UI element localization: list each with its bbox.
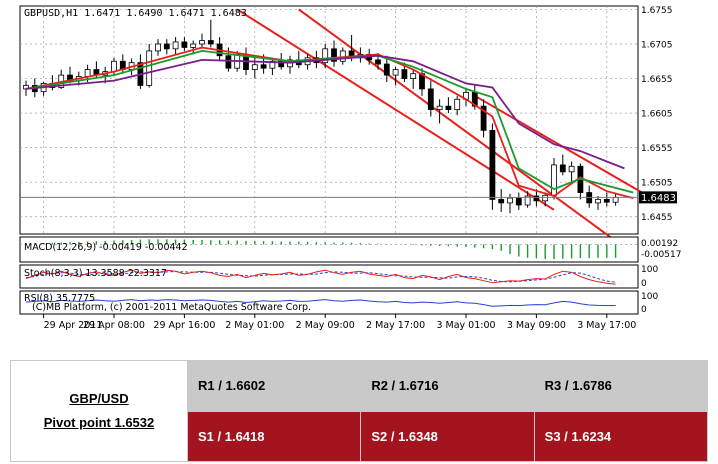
- candle-body: [480, 105, 487, 131]
- macd-label: MACD(12,26,9) -0.00419 -0.00442: [24, 242, 188, 253]
- rsi-label: RSI(8) 35.7775: [24, 293, 95, 304]
- resistance-1: R1 / 1.6602: [186, 360, 362, 412]
- time-tick-label: 2 May 09:00: [296, 320, 355, 331]
- current-price-label: 1.6483: [641, 193, 676, 204]
- support-1: S1 / 1.6418: [186, 410, 362, 462]
- candle-body: [111, 60, 117, 73]
- candle-body: [454, 98, 461, 111]
- time-tick-label: 2 May 01:00: [225, 320, 284, 331]
- macd-axis-bottom: -0.00517: [641, 250, 681, 260]
- rsi-value-line: [25, 299, 616, 307]
- candle-body: [190, 43, 197, 48]
- time-tick-label: 29 Apr 2011: [44, 320, 103, 331]
- price-tick-label: 1.6455: [641, 213, 673, 223]
- time-tick-label: 29 Apr 08:00: [83, 320, 145, 331]
- candle-body: [568, 165, 575, 173]
- candle-body: [225, 55, 232, 69]
- candle-body: [207, 40, 214, 45]
- rsi-line: [25, 299, 616, 307]
- candle-body: [331, 48, 337, 62]
- candle-body: [181, 41, 188, 48]
- candle-body: [392, 69, 399, 76]
- candle-body: [155, 43, 161, 52]
- pair-cell: GBP/USD Pivot point 1.6532: [10, 360, 188, 462]
- candle-body: [612, 196, 619, 203]
- candle-body: [199, 40, 205, 45]
- pivot-table: GBP/USD Pivot point 1.6532 R1 / 1.6602 R…: [10, 360, 709, 462]
- resistance-2: R2 / 1.6716: [360, 360, 535, 412]
- candle-body: [401, 69, 408, 79]
- candle-body: [23, 85, 29, 90]
- time-tick-label: 3 May 17:00: [577, 320, 636, 331]
- price-chart: 1.6755 1.6705 1.6655 1.6605 1.6555 1.6505 1.64…: [19, 5, 681, 331]
- candle-body: [603, 199, 610, 203]
- candle-body: [383, 63, 390, 76]
- candle-body: [146, 50, 153, 86]
- candle-body: [427, 88, 434, 111]
- time-tick-label: 3 May 01:00: [436, 320, 495, 331]
- price-tick-label: 1.6705: [641, 41, 673, 51]
- moving-average-line: [25, 46, 634, 199]
- stoch-label: Stoch(8,3,3) 13.3588 22.3317: [24, 268, 167, 279]
- channel-line: [236, 8, 555, 211]
- candle-body: [551, 164, 557, 196]
- candle-body: [251, 64, 258, 70]
- candle-body: [559, 164, 566, 173]
- candle-body: [436, 105, 443, 111]
- chart-title: GBPUSD,H1 1.6471 1.6490 1.6471 1.6483: [24, 8, 247, 19]
- candle-body: [84, 69, 91, 77]
- price-tick-label: 1.6605: [641, 110, 673, 120]
- channel-line: [474, 94, 643, 194]
- time-tick-label: 2 May 17:00: [366, 320, 425, 331]
- support-3: S3 / 1.6234: [533, 410, 709, 462]
- candle-body: [489, 129, 496, 200]
- candle-body: [278, 60, 285, 68]
- stoch-axis-bottom: 0: [641, 279, 647, 289]
- moving-average-line: [25, 54, 625, 170]
- pair-name: GBP/USD: [69, 391, 129, 406]
- moving-average-lines: [25, 46, 634, 199]
- rsi-panel-frame: [19, 290, 639, 315]
- resistance-3: R3 / 1.6786: [533, 360, 709, 412]
- price-tick-label: 1.6755: [641, 6, 673, 16]
- candle-body: [524, 195, 531, 206]
- candle-body: [163, 43, 170, 50]
- current-price-tag: 1.6483: [639, 191, 677, 204]
- pivot-point: Pivot point 1.6532: [43, 415, 155, 430]
- macd-axis-top: 0.00192: [641, 239, 678, 249]
- rsi-axis-bottom: 0: [641, 305, 647, 315]
- price-tick-label: 1.6505: [641, 179, 673, 189]
- macd-histogram: [20, 239, 638, 260]
- price-tick-label: 1.6655: [641, 75, 673, 85]
- stoch-axis-top: 100: [641, 265, 658, 275]
- rsi-axis-top: 100: [641, 292, 658, 302]
- candle-body: [172, 41, 179, 50]
- price-axis: 1.6755 1.6705 1.6655 1.6605 1.6555 1.6505 1.64…: [641, 6, 673, 223]
- candle-body: [260, 64, 267, 69]
- candle-body: [595, 199, 601, 204]
- candle-body: [498, 199, 505, 204]
- price-tick-label: 1.6555: [641, 144, 673, 154]
- candle-body: [375, 59, 381, 65]
- candle-body: [515, 197, 522, 206]
- moving-average-line: [25, 49, 634, 194]
- candle-body: [339, 50, 346, 62]
- candle-body: [507, 197, 513, 204]
- stochastic-lines: [25, 269, 616, 285]
- support-2: S2 / 1.6348: [360, 410, 535, 462]
- stoch-main-line: [25, 269, 616, 285]
- candle-body: [533, 195, 540, 202]
- copyright-watermark: (C)MB Platform, (c) 2001-2011 MetaQuotes…: [32, 302, 311, 313]
- candle-body: [542, 194, 549, 202]
- stoch-signal-line: [25, 270, 616, 283]
- time-tick-label: 29 Apr 16:00: [153, 320, 215, 331]
- candle-body: [322, 48, 329, 64]
- candle-body: [445, 105, 452, 111]
- time-tick-label: 3 May 09:00: [507, 320, 566, 331]
- candle-body: [410, 73, 417, 79]
